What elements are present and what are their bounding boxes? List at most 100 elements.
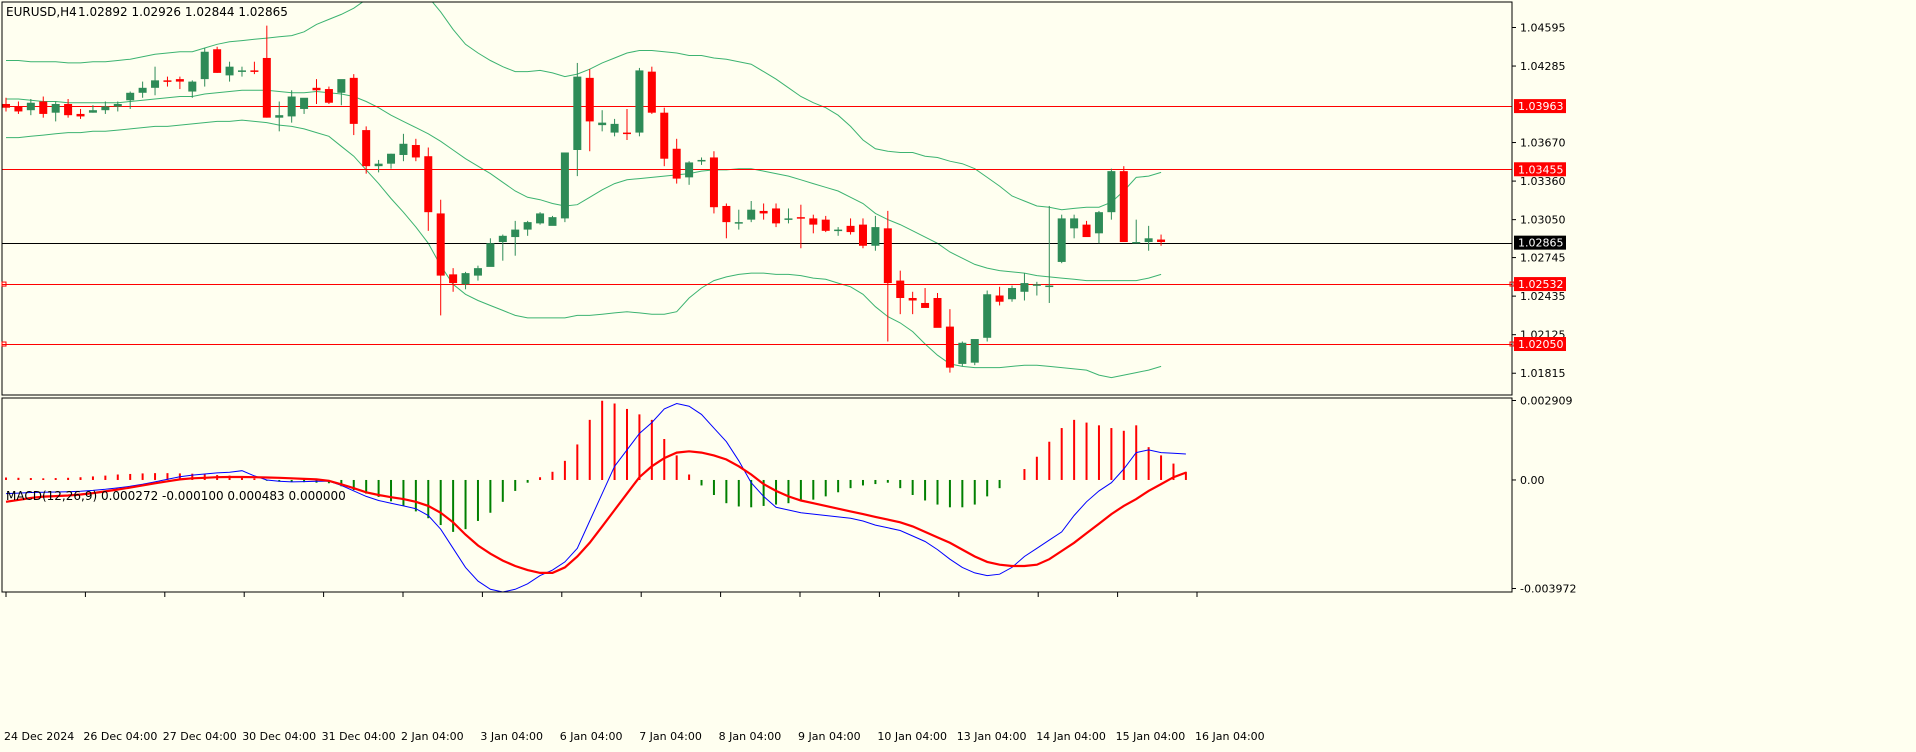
- macd-tick-label: -0.003972: [1520, 583, 1576, 596]
- level-0-tag: [1514, 99, 1566, 114]
- current-price-tag: [1514, 235, 1566, 250]
- time-tick-label: 14 Jan 04:00: [1036, 730, 1106, 743]
- candle-body: [473, 268, 482, 276]
- bollinger-middle-line: [6, 89, 1162, 282]
- level-1-tag-label: 1.03455: [1518, 163, 1564, 176]
- candle-body: [995, 295, 1004, 302]
- level-0-tag-label: 1.03963: [1518, 100, 1564, 113]
- candle-body: [1032, 284, 1041, 286]
- candle-body: [1045, 285, 1054, 288]
- candle-body: [225, 66, 234, 76]
- candle-body: [672, 148, 681, 179]
- candle-body: [88, 110, 97, 113]
- candle-body: [188, 81, 197, 92]
- time-tick-label: 24 Dec 2024: [4, 730, 74, 743]
- candle-body: [585, 77, 594, 122]
- level-anchor-marker: [1, 341, 7, 347]
- price-tick-label: 1.02745: [1520, 252, 1566, 265]
- candle-body: [523, 222, 532, 230]
- candle-body: [449, 274, 458, 284]
- price-tick-label: 1.04595: [1520, 21, 1566, 34]
- candle-body: [76, 113, 85, 117]
- price-tick-label: 1.02435: [1520, 290, 1566, 303]
- candle-body: [511, 229, 520, 238]
- candle-body: [722, 205, 731, 223]
- ohlc-label: 1.02892 1.02926 1.02844 1.02865: [78, 5, 288, 19]
- macd-tick-label: 0.002909: [1520, 394, 1573, 407]
- candle-body: [163, 80, 172, 82]
- candle-body: [213, 49, 222, 73]
- candle-body: [250, 70, 259, 72]
- candle-body: [337, 79, 346, 93]
- signal-line: [5, 450, 1187, 575]
- macd-title: MACD(12,26,9) 0.000272 -0.000100 0.00048…: [6, 489, 346, 503]
- candle-body: [151, 80, 160, 88]
- level-anchor-marker: [1, 281, 7, 287]
- candle-body: [1157, 239, 1166, 243]
- candle-body: [623, 132, 631, 135]
- candle-body: [312, 87, 321, 91]
- candle-body: [697, 159, 706, 162]
- candle-body: [498, 235, 507, 243]
- price-tick-label: 1.04285: [1520, 60, 1566, 73]
- candle-body: [262, 57, 271, 118]
- candle-body: [858, 224, 867, 246]
- candle-body: [747, 209, 756, 220]
- macd-line: [5, 402, 1186, 592]
- level-3-tag: [1514, 337, 1566, 352]
- macd-pane-frame: [1, 397, 1513, 593]
- candle-body: [374, 163, 383, 167]
- level-3-tag-label: 1.02050: [1518, 338, 1564, 351]
- bollinger-upper-line: [6, 2, 1162, 211]
- candle-body: [660, 112, 669, 159]
- candle-body: [1082, 224, 1091, 238]
- bollinger-lower-line: [6, 119, 1162, 379]
- candle-body: [983, 294, 992, 338]
- candle-body: [598, 122, 607, 126]
- candle-body: [846, 225, 855, 233]
- level-1-tag: [1514, 162, 1566, 177]
- price-tick-label: 1.03360: [1520, 175, 1566, 188]
- candle-body: [101, 106, 110, 111]
- candle-body: [26, 102, 35, 111]
- time-tick-label: 6 Jan 04:00: [560, 730, 623, 743]
- level-2-tag: [1514, 277, 1566, 292]
- time-tick-label: 8 Jan 04:00: [719, 730, 782, 743]
- candle-body: [560, 152, 569, 219]
- level-anchor-marker: [1509, 281, 1515, 287]
- candle-body: [411, 145, 420, 158]
- candle-body: [759, 210, 768, 214]
- candle-body: [486, 243, 495, 267]
- candle-body: [970, 339, 979, 363]
- time-tick-label: 10 Jan 04:00: [877, 730, 947, 743]
- candle-body: [126, 92, 135, 101]
- candle-body: [958, 342, 967, 364]
- macd-tick-label: 0.00: [1520, 474, 1545, 487]
- candle-body: [685, 162, 694, 178]
- time-tick-label: 15 Jan 04:00: [1116, 730, 1186, 743]
- candle-body: [200, 51, 209, 80]
- candle-body: [461, 273, 470, 285]
- candle-body: [908, 297, 917, 301]
- candle-body: [709, 157, 718, 208]
- time-tick-label: 26 Dec 04:00: [83, 730, 157, 743]
- candle-body: [921, 302, 930, 308]
- candle-body: [14, 106, 23, 112]
- candle-body: [1057, 218, 1066, 262]
- candle-body: [349, 77, 358, 124]
- candle-body: [64, 103, 73, 116]
- candle-body: [39, 101, 48, 114]
- time-tick-label: 27 Dec 04:00: [163, 730, 237, 743]
- candle-body: [796, 217, 805, 219]
- candle-body: [573, 76, 582, 150]
- candle-body: [945, 326, 954, 368]
- candle-body: [362, 130, 371, 167]
- candle-body: [424, 156, 433, 213]
- candle-body: [237, 70, 246, 72]
- time-tick-label: 30 Dec 04:00: [242, 730, 316, 743]
- price-tick-label: 1.01815: [1520, 367, 1566, 380]
- candle-body: [536, 213, 545, 224]
